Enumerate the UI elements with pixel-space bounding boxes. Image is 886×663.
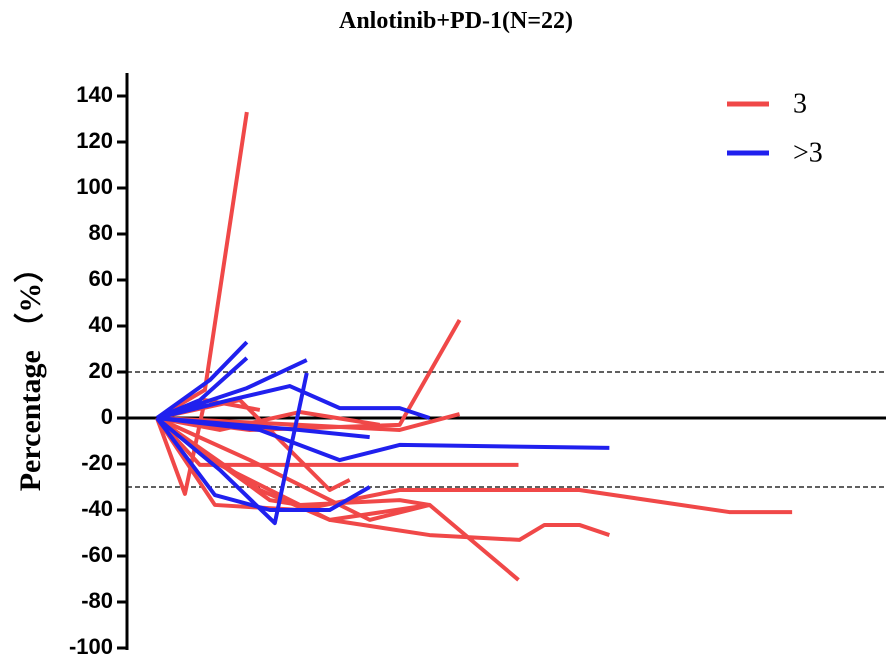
y-tick-label: 120	[76, 128, 113, 153]
y-tick-label: -60	[81, 542, 113, 567]
series-line	[155, 340, 249, 420]
series-line	[156, 358, 308, 420]
series-line	[156, 412, 461, 432]
series-line	[155, 416, 611, 542]
y-tick-label: 100	[76, 174, 113, 199]
series-line	[156, 416, 431, 522]
y-tick-label: 40	[89, 312, 113, 337]
series-line	[155, 416, 519, 467]
legend-label: 3	[793, 88, 807, 119]
chart-title: Anlotinib+PD-1(N=22)	[339, 8, 573, 34]
legend-label: >3	[793, 137, 823, 168]
series-line	[155, 372, 309, 526]
y-tick-label: -100	[69, 634, 113, 659]
series-line	[155, 416, 371, 512]
y-tick-label: 20	[89, 358, 113, 383]
series-line	[156, 384, 431, 420]
y-tick-label: 140	[76, 82, 113, 107]
y-tick-label: -40	[81, 496, 113, 521]
y-tick-label: 60	[89, 266, 113, 291]
y-tick-label: -20	[81, 450, 113, 475]
series-line	[155, 416, 430, 507]
series-line	[156, 416, 610, 463]
y-axis-label: Percentage （%）	[13, 253, 47, 492]
y-tick-label: -80	[81, 588, 113, 613]
y-tick-label: 0	[101, 404, 113, 429]
series-line	[155, 416, 793, 515]
y-tick-label: 80	[89, 220, 113, 245]
